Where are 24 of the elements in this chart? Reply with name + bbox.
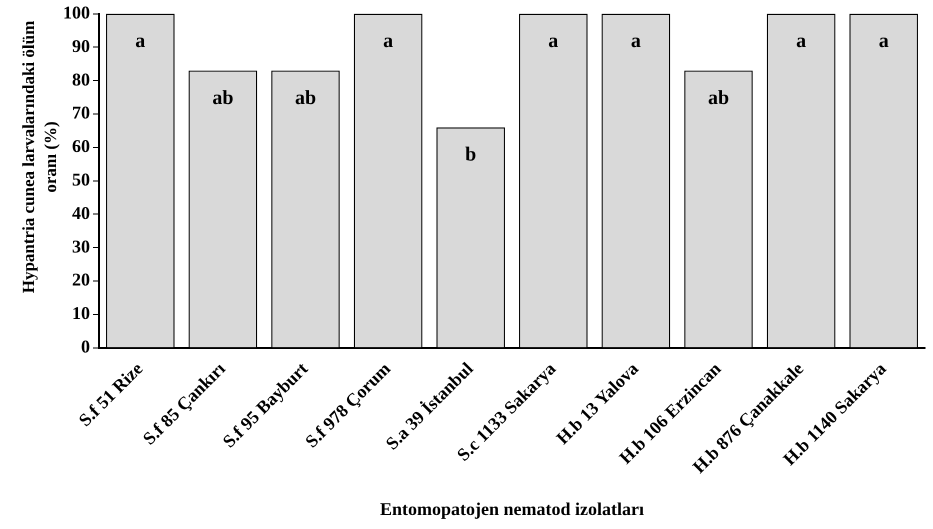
annotation: ab	[212, 86, 234, 109]
y-tick-label: 40	[72, 202, 90, 223]
annotation: a	[630, 30, 641, 52]
y-axis-title: Hypantria cunea larvalarındaki ölüm oranı (%)	[18, 20, 61, 296]
annotation: a	[548, 30, 558, 52]
y-tick-label: 10	[72, 303, 90, 324]
annotation: a	[383, 30, 394, 52]
y-tick-label: 80	[72, 69, 90, 90]
y-tick-label: 100	[63, 2, 90, 22]
y-tick-label: 0	[81, 336, 90, 356]
annotation: ab	[708, 86, 730, 109]
y-tick-label: 70	[72, 102, 90, 123]
y-tick-label: 50	[72, 169, 90, 190]
annotation: a	[796, 30, 806, 52]
annotation: b	[465, 144, 476, 166]
y-tick-label: 30	[72, 236, 90, 256]
annotation: ab	[294, 86, 316, 109]
x-axis-title: Entomopatojen nematod izolatları	[380, 498, 644, 519]
annotation: a	[878, 30, 889, 52]
x-tick-label: S.f 51 Rize	[74, 358, 146, 430]
y-tick-label: 90	[72, 36, 90, 56]
y-tick-label: 20	[72, 270, 90, 290]
annotation: a	[135, 30, 146, 52]
y-tick-label: 60	[72, 136, 90, 156]
